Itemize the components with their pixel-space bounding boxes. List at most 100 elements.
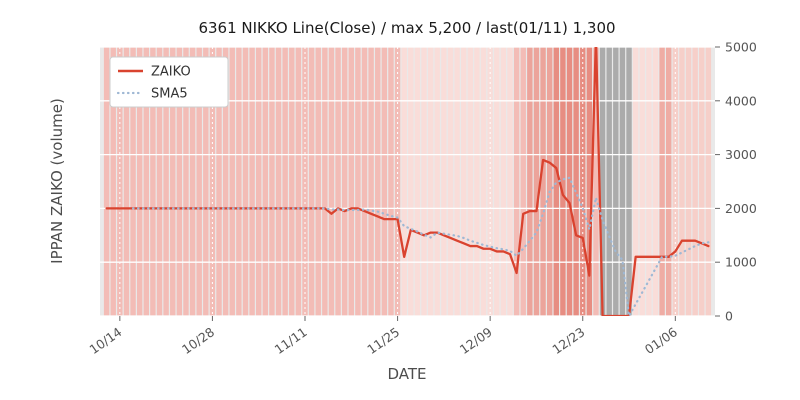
- day-band: [699, 47, 705, 316]
- day-band: [666, 47, 672, 316]
- day-band: [335, 47, 341, 316]
- day-band: [527, 47, 533, 316]
- day-band: [408, 47, 414, 316]
- day-band: [282, 47, 288, 316]
- day-band: [256, 47, 262, 316]
- y-tick-label: 3000: [725, 147, 757, 162]
- day-band: [646, 47, 652, 316]
- day-band: [123, 47, 130, 316]
- day-band: [705, 47, 712, 316]
- day-band: [639, 47, 645, 316]
- day-band: [494, 47, 500, 316]
- legend-zaiko-label: ZAIKO: [151, 65, 191, 80]
- day-band: [262, 47, 269, 316]
- day-band: [203, 47, 209, 316]
- y-tick-label: 4000: [725, 93, 757, 108]
- day-band: [163, 47, 169, 316]
- day-band: [606, 47, 612, 316]
- day-band: [361, 47, 368, 316]
- day-band: [381, 47, 388, 316]
- day-band: [196, 47, 202, 316]
- day-band: [315, 47, 321, 316]
- day-band: [302, 47, 308, 316]
- day-band: [434, 47, 440, 316]
- legend: ZAIKO SMA5: [109, 56, 229, 108]
- day-band: [573, 47, 579, 316]
- day-band: [692, 47, 698, 316]
- day-band: [593, 47, 599, 316]
- day-band: [500, 47, 507, 316]
- day-band: [394, 47, 401, 316]
- legend-sma5-label: SMA5: [151, 87, 188, 102]
- day-band: [275, 47, 282, 316]
- day-band: [150, 47, 156, 316]
- y-axis-title: IPPAN ZAIKO (volume): [48, 98, 66, 264]
- day-band: [143, 47, 149, 316]
- day-band: [480, 47, 487, 316]
- day-band: [103, 47, 110, 316]
- zaiko-line: [105, 47, 710, 316]
- day-band: [421, 47, 427, 316]
- day-band: [454, 47, 460, 316]
- day-band: [216, 47, 222, 316]
- day-band: [487, 47, 493, 316]
- day-band: [613, 47, 619, 316]
- x-tick-label: 12/09: [457, 324, 495, 357]
- data-series: [105, 47, 710, 316]
- day-band: [269, 47, 275, 316]
- day-band: [388, 47, 394, 316]
- day-band: [414, 47, 421, 316]
- day-band: [659, 47, 665, 316]
- day-band: [540, 47, 546, 316]
- y-tick-label: 5000: [725, 40, 757, 55]
- x-axis-title: DATE: [387, 365, 426, 383]
- day-band: [447, 47, 454, 316]
- day-band: [672, 47, 679, 316]
- day-band: [461, 47, 467, 316]
- day-band: [533, 47, 540, 316]
- day-band: [229, 47, 235, 316]
- legend-box: [109, 56, 229, 108]
- day-band: [348, 47, 354, 316]
- day-band: [441, 47, 447, 316]
- x-tick-label: 01/06: [642, 324, 680, 357]
- x-tick-label: 12/23: [549, 324, 587, 357]
- chart-title: 6361 NIKKO Line(Close) / max 5,200 / las…: [198, 19, 615, 37]
- day-band: [176, 47, 183, 316]
- y-tick-label: 1000: [725, 255, 757, 270]
- day-band: [308, 47, 315, 316]
- day-band: [652, 47, 659, 316]
- day-band: [560, 47, 566, 316]
- sma5-line: [131, 176, 710, 316]
- day-band: [507, 47, 513, 316]
- day-band: [328, 47, 335, 316]
- day-band: [632, 47, 639, 316]
- day-band: [685, 47, 692, 316]
- day-band: [520, 47, 526, 316]
- day-band: [136, 47, 143, 316]
- y-tick-label: 2000: [725, 201, 757, 216]
- day-band: [513, 47, 520, 316]
- day-band: [183, 47, 189, 316]
- day-band: [599, 47, 606, 316]
- day-band: [626, 47, 632, 316]
- y-tick-label: 0: [725, 309, 733, 324]
- day-band: [130, 47, 136, 316]
- day-band: [117, 47, 123, 316]
- day-band: [295, 47, 302, 316]
- day-band: [236, 47, 242, 316]
- day-band: [322, 47, 328, 316]
- x-tick-label: 10/14: [86, 324, 124, 357]
- x-tick-label: 11/25: [364, 324, 402, 357]
- day-band: [401, 47, 407, 316]
- day-band: [679, 47, 685, 316]
- day-band: [427, 47, 434, 316]
- day-band: [289, 47, 295, 316]
- day-band: [546, 47, 553, 316]
- day-band: [566, 47, 573, 316]
- day-band: [209, 47, 216, 316]
- day-band: [110, 47, 116, 316]
- day-band: [580, 47, 586, 316]
